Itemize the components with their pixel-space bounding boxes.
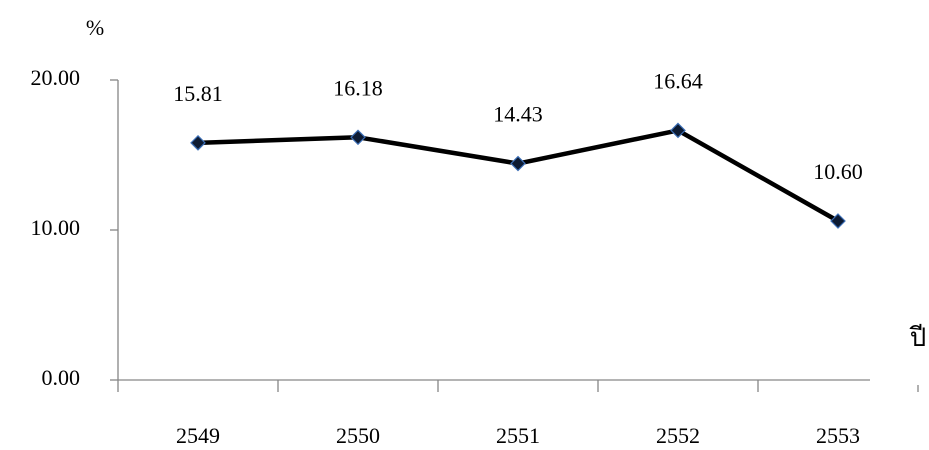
x-tick-label: 2552 [656, 423, 700, 448]
y-tick-label: 0.00 [42, 365, 81, 390]
x-tick-label: 2550 [336, 423, 380, 448]
marker [830, 213, 846, 229]
data-label: 16.64 [653, 68, 703, 93]
data-label: 16.18 [333, 75, 383, 100]
marker [190, 135, 206, 151]
marker [350, 129, 366, 146]
x-tick-label: 2549 [176, 423, 220, 448]
data-label: 14.43 [493, 102, 543, 127]
x-tick-label: 2553 [816, 423, 860, 448]
marker [510, 155, 526, 172]
marker [670, 122, 686, 139]
data-label: 15.81 [173, 81, 223, 106]
x-tick-label: 2551 [496, 423, 540, 448]
y-tick-label: 20.00 [31, 65, 81, 90]
line [197, 128, 840, 223]
x-axis-label: ปี [909, 323, 927, 352]
y-tick-label: 10.00 [31, 215, 81, 240]
y-axis-label: % [86, 15, 104, 40]
data-label: 10.60 [813, 159, 863, 184]
